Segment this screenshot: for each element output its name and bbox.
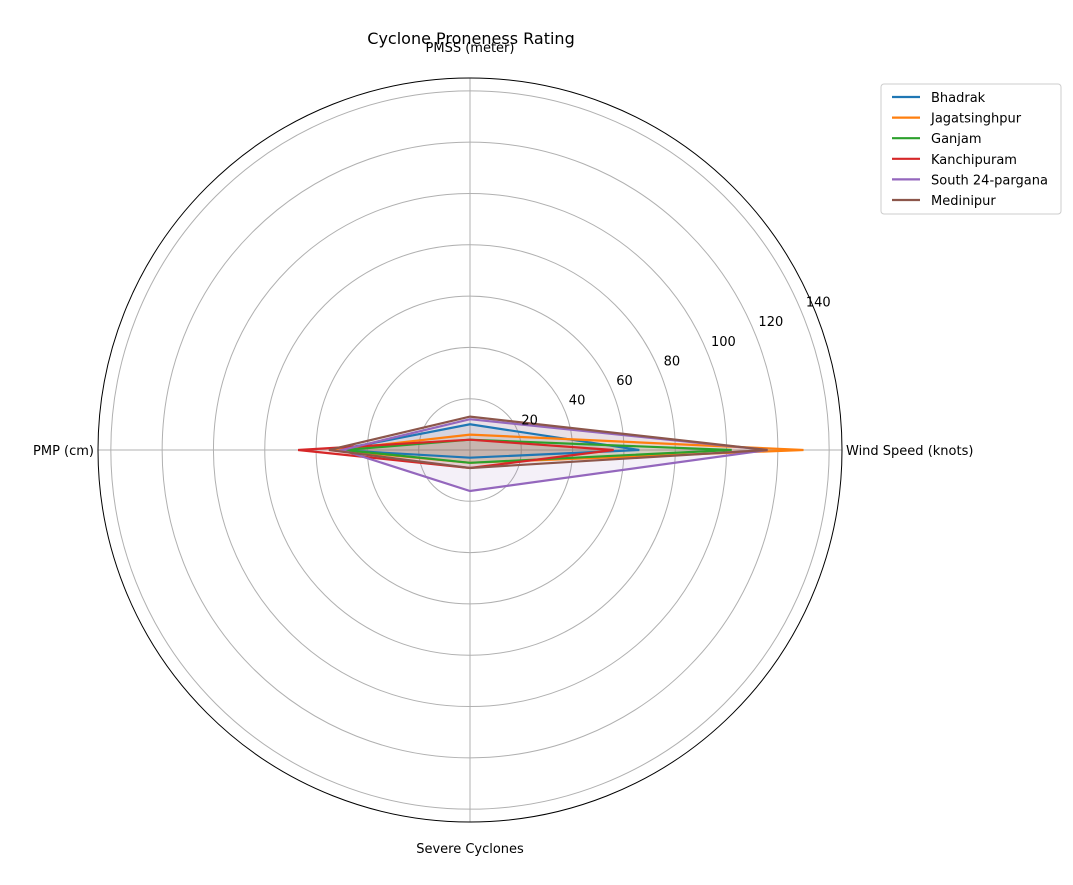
series-lines bbox=[297, 415, 804, 493]
tick-label: 100 bbox=[711, 335, 736, 350]
axis-label: Wind Speed (knots) bbox=[846, 444, 973, 459]
tick-label: 40 bbox=[569, 394, 586, 409]
tick-label: 120 bbox=[758, 315, 783, 330]
legend-label: South 24-pargana bbox=[931, 173, 1048, 188]
axis-label: PMP (cm) bbox=[33, 444, 94, 459]
tick-label: 20 bbox=[521, 413, 538, 428]
chart-title: Cyclone Proneness Rating bbox=[367, 29, 574, 48]
legend-label: Medinipur bbox=[931, 194, 996, 209]
legend-frame bbox=[880, 83, 1062, 215]
radial-tick-labels: 20 40 60 80 100 120 140 bbox=[521, 296, 830, 429]
tick-label: 60 bbox=[616, 374, 633, 389]
legend-label: Ganjam bbox=[931, 132, 982, 147]
legend-label: Bhadrak bbox=[931, 91, 986, 106]
series-line bbox=[297, 438, 614, 470]
tick-label: 80 bbox=[664, 354, 681, 369]
axis-labels: Wind Speed (knots) PMSS (meter) PMP (cm) Se… bbox=[33, 41, 973, 857]
tick-label: 140 bbox=[806, 296, 831, 311]
legend-label: Kanchipuram bbox=[931, 153, 1017, 168]
series-line bbox=[328, 415, 768, 470]
axis-label: Severe Cyclones bbox=[416, 842, 524, 857]
legend-label: Jagatsinghpur bbox=[930, 112, 1022, 127]
legend-items: Bhadrak Jagatsinghpur Ganjam Kanchipuram Sou… bbox=[892, 91, 1048, 209]
outer-ring bbox=[97, 77, 843, 823]
series-line bbox=[337, 418, 768, 493]
axis-label: PMSS (meter) bbox=[426, 41, 515, 56]
legend: Bhadrak Jagatsinghpur Ganjam Kanchipuram Sou… bbox=[880, 83, 1062, 215]
